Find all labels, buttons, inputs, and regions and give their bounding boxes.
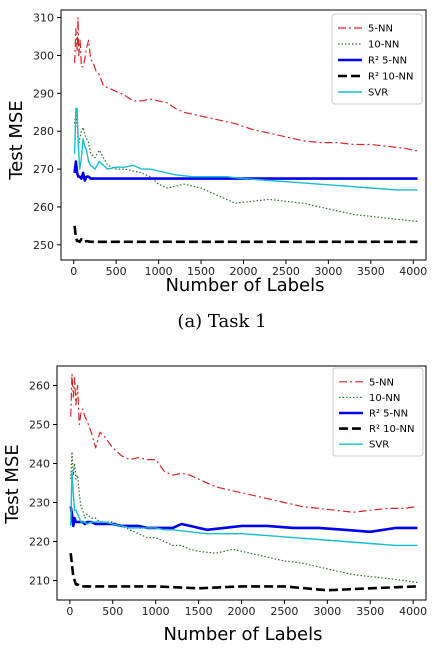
task1-caption: (a) Task 1	[177, 311, 266, 332]
task2-x-tick-label: 2000	[228, 605, 256, 618]
task2-legend-box	[332, 367, 424, 457]
task1-legend: 5-NN 10-NN R² 5-NN R² 10-NN SVR	[331, 13, 423, 105]
task2-y-tick-label: 250	[29, 419, 50, 432]
task1-plot-area	[73, 17, 418, 244]
task1-y-tick-label: 310	[33, 12, 54, 25]
task1-y-tick-label: 270	[33, 163, 54, 176]
task1-legend-box	[331, 13, 423, 105]
task1-series-line-3	[73, 225, 418, 244]
task2-x-tick-label: 1500	[185, 605, 213, 618]
task1-y-tick-label: 260	[33, 201, 54, 214]
task1-legend-label-3: R² 10-NN	[368, 72, 413, 83]
task2-x-tick-label: 3500	[356, 605, 384, 618]
task2-series-line-2	[69, 506, 418, 534]
task1-x-tick-label: 0	[70, 265, 77, 278]
task1-y-tick-label: 300	[33, 49, 54, 62]
task1-series-line-0	[74, 17, 418, 152]
task1-y-tick-label: 290	[33, 87, 54, 100]
task2-y-tick-label: 260	[29, 380, 50, 393]
task2-y-tick-label: 220	[29, 536, 50, 549]
task1-chart: Test MSE Number of Labels (a) Task 1 0 50…	[6, 9, 427, 332]
task2-y-axis-label: Test MSE	[2, 444, 23, 525]
task1-x-tick-label: 500	[106, 265, 127, 278]
task2-legend-label-3: R² 10-NN	[369, 424, 414, 435]
task1-x-tick-label: 4000	[399, 265, 427, 278]
task1-x-axis-label: Number of Labels	[165, 275, 324, 296]
task1-y-tick-label: 250	[33, 239, 54, 252]
task1-x-tick-label: 1000	[145, 265, 173, 278]
task1-series-line-4	[73, 107, 418, 191]
task2-legend-label-2: R² 5-NN	[369, 409, 408, 420]
task2-y-tick-label: 210	[29, 575, 50, 588]
task1-legend-label-1: 10-NN	[368, 40, 399, 51]
task1-x-tick-label: 3500	[357, 265, 385, 278]
task2-x-axis-label: Number of Labels	[163, 624, 322, 645]
task2-plot-area	[69, 373, 418, 592]
task2-x-tick-label: 500	[102, 605, 123, 618]
task1-legend-label-4: SVR	[368, 88, 388, 99]
task1-legend-label-2: R² 5-NN	[368, 56, 407, 67]
task1-x-tick-label: 3000	[314, 265, 342, 278]
task1-y-axis-label: Test MSE	[6, 100, 27, 181]
task1-y-tick-label: 280	[33, 125, 54, 138]
task2-y-tick-label: 240	[29, 458, 50, 471]
task2-legend-label-0: 5-NN	[369, 377, 394, 388]
task2-series-line-3	[69, 553, 418, 592]
task2-series-line-0	[70, 373, 418, 513]
task1-x-tick-label: 2500	[272, 265, 300, 278]
task2-legend-label-1: 10-NN	[369, 393, 400, 404]
task1-x-tick-label: 2000	[230, 265, 258, 278]
task1-legend-label-0: 5-NN	[368, 24, 393, 35]
task2-x-tick-label: 4000	[399, 605, 427, 618]
task2-series-line-4	[70, 470, 418, 547]
task2-legend-label-4: SVR	[369, 440, 389, 451]
task1-series-line-1	[74, 111, 418, 222]
task2-chart: Test MSE Number of Labels 0 500 1000 1500 20…	[2, 365, 427, 645]
task2-x-tick-label: 3000	[313, 605, 341, 618]
task2-x-tick-label: 1000	[142, 605, 170, 618]
task2-x-tick-label: 2500	[270, 605, 298, 618]
task2-legend: 5-NN 10-NN R² 5-NN R² 10-NN SVR	[332, 367, 424, 457]
task2-y-tick-label: 230	[29, 497, 50, 510]
task2-x-tick-label: 0	[66, 605, 73, 618]
task1-series-line-2	[73, 160, 418, 182]
task1-x-tick-label: 1500	[187, 265, 215, 278]
task2-series-line-1	[70, 451, 418, 584]
